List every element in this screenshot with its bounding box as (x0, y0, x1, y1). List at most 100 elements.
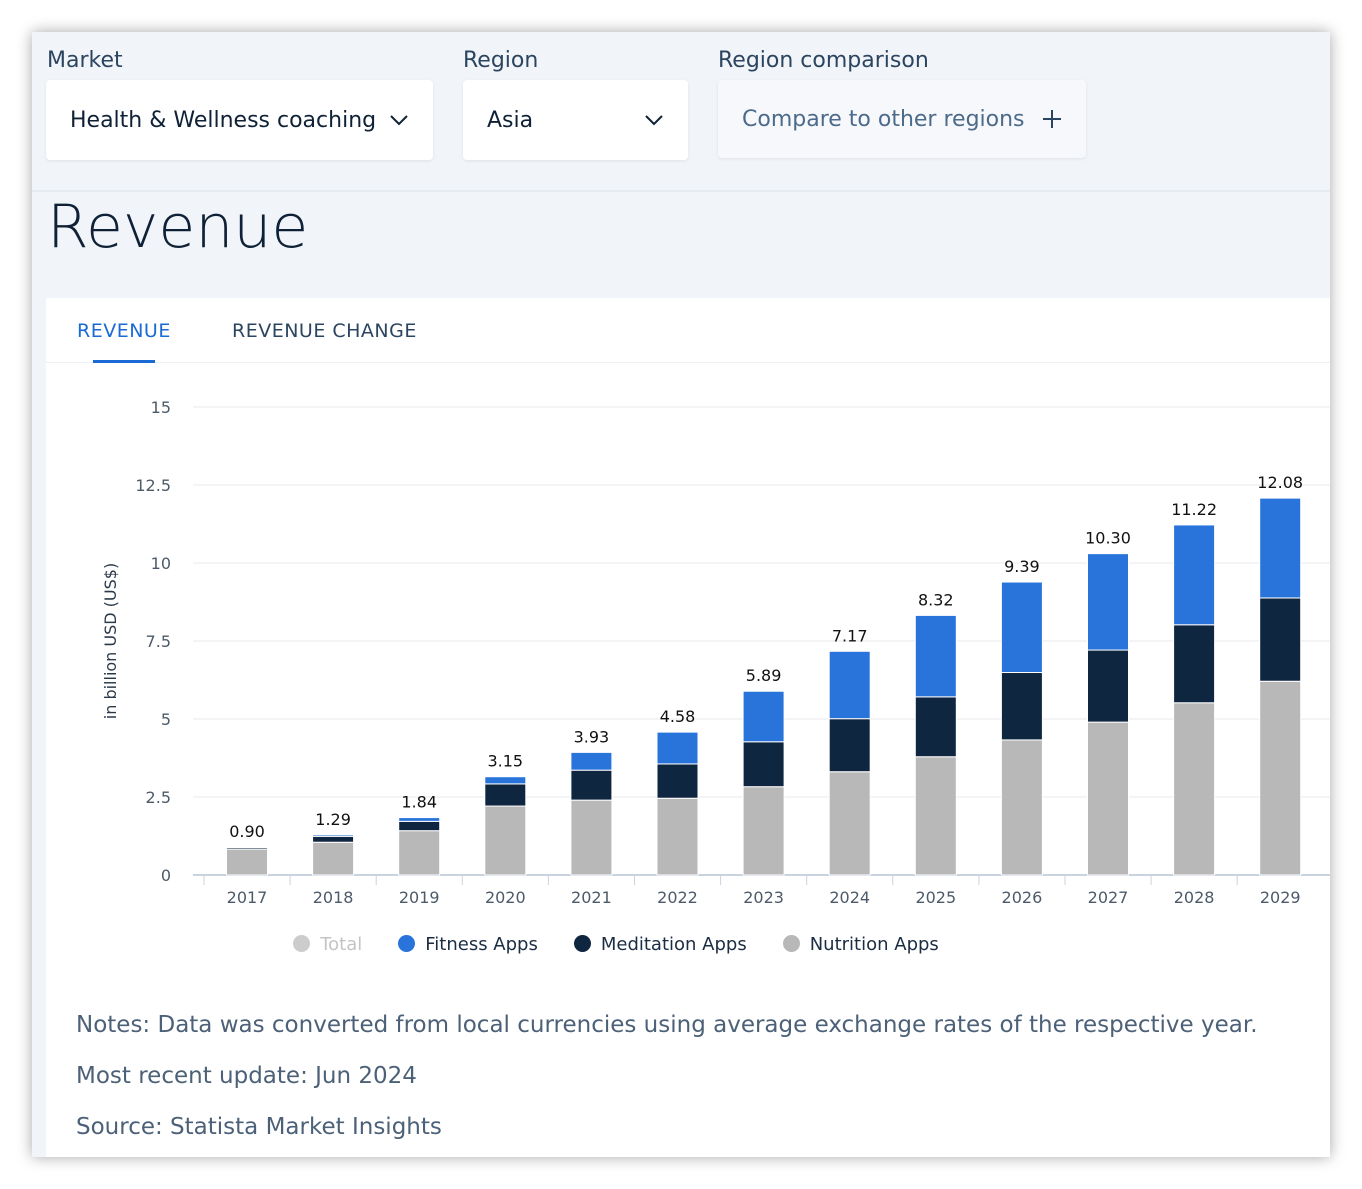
bar-segment-fitness-apps (742, 690, 785, 743)
bar-segment-fitness-apps (1173, 524, 1216, 626)
total-data-label: 7.17 (832, 626, 868, 645)
bar-segment-nutrition-apps (1259, 680, 1302, 876)
bar-segment-nutrition-apps (914, 756, 957, 876)
total-data-label: 5.89 (746, 666, 782, 685)
legend-label: Meditation Apps (600, 934, 747, 955)
x-tick-label: 2029 (1260, 888, 1301, 907)
bar-segment-nutrition-apps (742, 786, 785, 876)
legend-item[interactable]: Meditation Apps (573, 934, 747, 955)
x-tick-label: 2028 (1174, 888, 1215, 907)
update-text: Most recent update: Jun 2024 (76, 1063, 417, 1089)
x-tick-label: 2022 (657, 888, 698, 907)
x-tick-label: 2027 (1088, 888, 1129, 907)
page-title: Revenue (47, 192, 309, 262)
legend-dot-icon (398, 935, 416, 952)
bar-segment-meditation-apps (1087, 649, 1129, 723)
region-comparison-label: Region comparison (718, 48, 929, 73)
legend-dot-icon (782, 935, 800, 952)
bar-segment-fitness-apps (398, 817, 441, 822)
y-tick-label: 2.5 (146, 788, 171, 807)
y-tick-label: 10 (151, 554, 171, 573)
bar-segment-meditation-apps (656, 763, 699, 799)
bar-segment-meditation-apps (1000, 672, 1043, 741)
total-data-label: 8.32 (918, 590, 954, 609)
chevron-down-icon (390, 115, 408, 126)
chart-legend: Total Fitness Apps Meditation Apps Nutritio… (46, 934, 1186, 955)
region-dropdown[interactable]: Asia (463, 80, 688, 160)
legend-label: Nutrition Apps (809, 934, 939, 955)
bar-segment-nutrition-apps (656, 797, 699, 876)
y-tick-label: 12.5 (135, 476, 171, 495)
bar-segment-fitness-apps (914, 614, 957, 698)
bar-segment-nutrition-apps (312, 841, 355, 876)
divider (32, 190, 1330, 192)
tab-revenue-change[interactable]: REVENUE CHANGE (232, 320, 417, 342)
bar-segment-fitness-apps (570, 751, 613, 771)
x-tick-label: 2024 (829, 888, 870, 907)
x-tick-label: 2025 (915, 888, 956, 907)
bar-segment-meditation-apps (1259, 597, 1302, 682)
bar-segment-fitness-apps (656, 731, 699, 765)
bar-segment-nutrition-apps (570, 799, 613, 876)
total-data-label: 10.30 (1085, 529, 1131, 548)
total-data-label: 3.15 (487, 752, 523, 771)
total-data-label: 0.90 (229, 822, 265, 841)
x-tick-label: 2026 (1002, 888, 1043, 907)
total-data-label: 11.22 (1171, 500, 1217, 519)
market-label: Market (47, 48, 123, 73)
total-data-label: 1.29 (315, 810, 351, 829)
x-tick-label: 2020 (485, 888, 526, 907)
chevron-down-icon (645, 115, 663, 126)
y-axis-label: in billion USD (US$) (101, 563, 120, 719)
total-data-label: 1.84 (401, 793, 437, 812)
y-tick-label: 7.5 (146, 632, 171, 651)
total-data-label: 3.93 (574, 727, 610, 746)
bar-segment-nutrition-apps (484, 805, 527, 876)
market-insights-panel: Market Health & Wellness coaching Region… (32, 32, 1330, 1157)
bar-segment-fitness-apps (226, 846, 268, 849)
bar-segment-meditation-apps (828, 718, 871, 773)
bar-segment-fitness-apps (484, 776, 527, 785)
legend-label: Fitness Apps (425, 934, 538, 955)
legend-item[interactable]: Fitness Apps (398, 934, 538, 955)
bar-segment-meditation-apps (398, 820, 441, 832)
total-data-label: 12.08 (1257, 473, 1303, 492)
total-data-label: 4.58 (660, 707, 696, 726)
legend-item[interactable]: Nutrition Apps (782, 934, 939, 955)
x-tick-label: 2017 (227, 888, 268, 907)
bar-segment-fitness-apps (312, 834, 355, 837)
bar-segment-nutrition-apps (226, 848, 268, 876)
bar-segment-meditation-apps (570, 769, 613, 801)
legend-item[interactable]: Total (293, 934, 362, 955)
bar-segment-fitness-apps (1259, 497, 1302, 599)
tab-revenue[interactable]: REVENUE (77, 320, 171, 342)
tab-divider (46, 362, 1330, 363)
x-tick-label: 2021 (571, 888, 612, 907)
bar-segment-meditation-apps (742, 741, 785, 788)
y-tick-label: 5 (161, 710, 171, 729)
bar-segment-nutrition-apps (1173, 702, 1216, 876)
notes-text: Notes: Data was converted from local cur… (76, 1012, 1258, 1038)
legend-label: Total (320, 934, 363, 955)
bar-segment-nutrition-apps (828, 771, 871, 876)
compare-regions-text: Compare to other regions (742, 106, 1025, 132)
bar-segment-nutrition-apps (1000, 739, 1043, 876)
y-tick-label: 0 (161, 866, 171, 885)
chart-card: REVENUE REVENUE CHANGE 0 2.5 5 7.5 10 12.5 15 i… (46, 298, 1330, 1157)
revenue-chart: 0 2.5 5 7.5 10 12.5 15 in billion USD (US$) 0.90… (101, 398, 1330, 907)
plus-icon (1043, 110, 1061, 128)
bar-segment-fitness-apps (1087, 553, 1129, 651)
x-tick-label: 2018 (313, 888, 354, 907)
compare-regions-button[interactable]: Compare to other regions (718, 80, 1086, 158)
bar-segment-fitness-apps (1000, 581, 1043, 674)
bar-segment-nutrition-apps (1087, 721, 1129, 876)
region-value: Asia (487, 107, 534, 133)
bar-segment-fitness-apps (828, 650, 871, 720)
active-tab-indicator (93, 360, 155, 363)
source-text: Source: Statista Market Insights (76, 1114, 442, 1140)
bar-segment-meditation-apps (484, 783, 527, 807)
bar-segment-meditation-apps (312, 835, 355, 843)
market-dropdown[interactable]: Health & Wellness coaching (46, 80, 433, 160)
y-tick-label: 15 (151, 398, 171, 417)
total-data-label: 9.39 (1004, 557, 1040, 576)
